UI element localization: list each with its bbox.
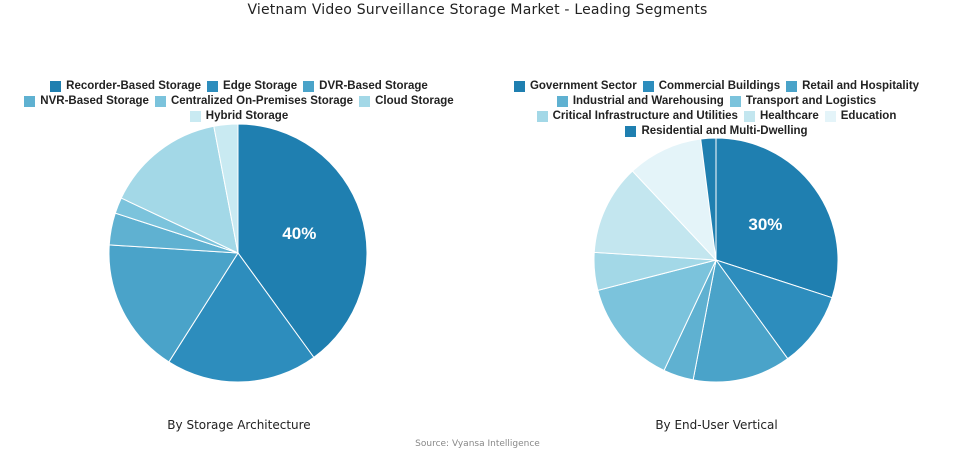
storage-architecture-chart: Recorder-Based Storage Edge Storage DVR-Ba… xyxy=(22,79,456,432)
legend-swatch xyxy=(556,95,568,107)
legend-label: Commercial Buildings xyxy=(658,80,781,92)
legend-label: Hybrid Storage xyxy=(205,110,289,122)
legend-swatch xyxy=(625,125,637,137)
legend-item-hybrid-storage: Hybrid Storage xyxy=(189,109,289,123)
legend-swatch xyxy=(642,80,654,92)
end-user-vertical-legend: Government Sector Commercial Buildings Ret… xyxy=(508,79,925,138)
legend-swatch xyxy=(24,95,36,107)
legend-label: Cloud Storage xyxy=(375,95,454,107)
end-user-vertical-subtitle: By End-User Vertical xyxy=(655,418,778,432)
legend-swatch xyxy=(207,80,219,92)
pie-slice-cloud-storage xyxy=(120,125,239,254)
legend-item-dvr-based-storage: DVR-Based Storage xyxy=(303,79,428,93)
legend-label: Recorder-Based Storage xyxy=(66,80,202,92)
legend-label: DVR-Based Storage xyxy=(319,80,428,92)
legend-label: NVR-Based Storage xyxy=(40,95,149,107)
legend-item-healthcare: Healthcare xyxy=(743,109,819,123)
pie-slice-healthcare xyxy=(593,170,718,261)
source-note: Source: Vyansa Intelligence xyxy=(415,439,540,449)
storage-architecture-legend: Recorder-Based Storage Edge Storage DVR-Ba… xyxy=(22,79,456,123)
legend-item-cloud-storage: Cloud Storage xyxy=(359,94,454,108)
slice-value-label: 30% xyxy=(748,215,782,234)
legend-label: Healthcare xyxy=(759,110,819,122)
legend-item-residential-and-multi-dwelling: Residential and Multi-Dwelling xyxy=(625,124,808,138)
legend-label: Residential and Multi-Dwelling xyxy=(641,125,808,137)
legend-swatch xyxy=(154,95,166,107)
legend-item-commercial-buildings: Commercial Buildings xyxy=(642,79,781,93)
end-user-vertical-pie: 30% xyxy=(593,137,839,383)
pie-slice-dvr-based-storage xyxy=(108,244,239,363)
legend-label: Edge Storage xyxy=(223,80,298,92)
legend-swatch xyxy=(189,110,201,122)
legend-item-nvr-based-storage: NVR-Based Storage xyxy=(24,94,149,108)
end-user-vertical-chart: Government Sector Commercial Buildings Ret… xyxy=(478,0,955,454)
storage-architecture-pie: 40% xyxy=(108,123,368,383)
legend-swatch xyxy=(743,110,755,122)
legend-item-education: Education xyxy=(824,109,897,123)
pie-slice-hybrid-storage xyxy=(213,123,239,254)
pie-slice-recorder-based-storage xyxy=(237,123,368,359)
legend-label: Retail and Hospitality xyxy=(802,80,920,92)
pie-slice-retail-and-hospitality xyxy=(692,258,789,383)
pie-slice-edge-storage xyxy=(168,252,315,383)
legend-swatch xyxy=(536,110,548,122)
pie-slice-commercial-buildings xyxy=(714,259,833,360)
storage-architecture-subtitle: By Storage Architecture xyxy=(167,418,311,432)
legend-swatch xyxy=(513,80,525,92)
slice-value-label: 40% xyxy=(282,224,316,243)
legend-label: Education xyxy=(840,110,897,122)
legend-label: Critical Infrastructure and Utilities xyxy=(552,110,738,122)
pie-slice-government-sector xyxy=(715,137,839,299)
legend-item-transport-and-logistics: Transport and Logistics xyxy=(729,94,877,108)
legend-item-recorder-based-storage: Recorder-Based Storage xyxy=(50,79,201,93)
pie-slice-residential-and-multi-dwelling xyxy=(700,137,717,261)
legend-swatch xyxy=(729,95,741,107)
legend-label: Industrial and Warehousing xyxy=(572,95,724,107)
legend-swatch xyxy=(303,80,315,92)
legend-swatch xyxy=(824,110,836,122)
legend-item-edge-storage: Edge Storage xyxy=(207,79,297,93)
legend-item-critical-infrastructure-and-utilities: Critical Infrastructure and Utilities xyxy=(536,109,738,123)
legend-swatch xyxy=(786,80,798,92)
legend-item-centralized-on-premises-storage: Centralized On-Premises Storage xyxy=(154,94,354,108)
legend-label: Government Sector xyxy=(529,80,637,92)
chart-main-title: Vietnam Video Surveillance Storage Marke… xyxy=(247,2,708,18)
legend-label: Transport and Logistics xyxy=(745,95,877,107)
legend-swatch xyxy=(359,95,371,107)
pie-slice-education xyxy=(631,138,717,262)
legend-swatch xyxy=(50,80,62,92)
pie-slice-transport-and-logistics xyxy=(597,259,717,372)
legend-label: Centralized On-Premises Storage xyxy=(170,95,354,107)
legend-item-retail-and-hospitality: Retail and Hospitality xyxy=(786,79,919,93)
legend-item-government-sector: Government Sector xyxy=(513,79,637,93)
legend-item-industrial-and-warehousing: Industrial and Warehousing xyxy=(556,94,724,108)
